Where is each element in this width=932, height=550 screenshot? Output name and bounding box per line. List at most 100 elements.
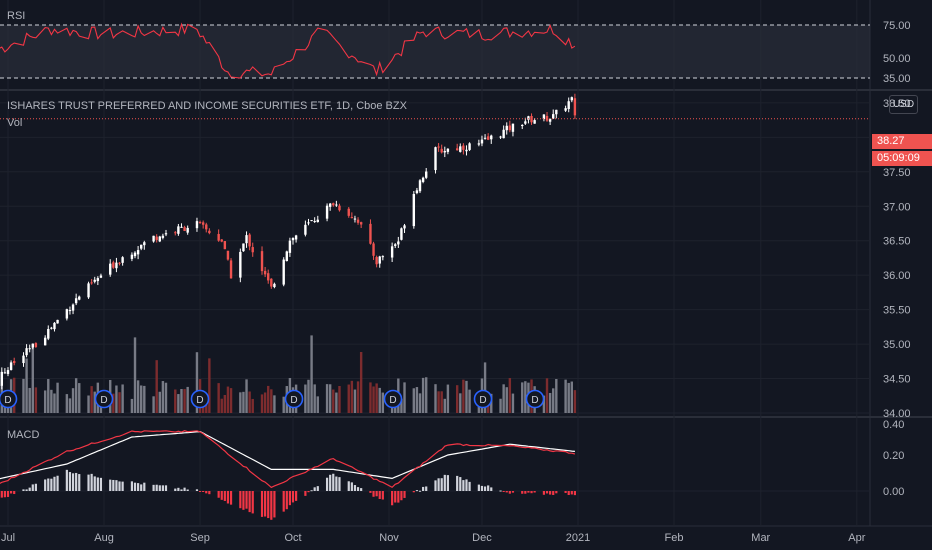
- candle-body: [443, 151, 446, 153]
- candle-body: [118, 262, 121, 264]
- macd-histogram-bar: [418, 490, 422, 492]
- candle-body: [288, 240, 292, 253]
- volume-bar: [468, 389, 471, 413]
- candle-body: [294, 235, 298, 240]
- rsi-label: RSI: [7, 10, 26, 22]
- volume-bar: [31, 347, 34, 413]
- macd-histogram-bar: [9, 491, 13, 494]
- volume-bar: [90, 386, 93, 413]
- volume-bar: [28, 387, 31, 413]
- candle-body: [508, 125, 512, 131]
- volume-bar: [570, 381, 574, 413]
- dividend-marker: [473, 389, 493, 409]
- macd-histogram-bar: [118, 481, 121, 491]
- dividend-marker: [525, 389, 545, 409]
- volume-bar: [158, 391, 161, 413]
- macd-histogram-bar: [202, 491, 205, 492]
- rsi-tick-label: 35.00: [883, 73, 911, 85]
- candle-body: [524, 121, 527, 124]
- macd-histogram-bar: [239, 491, 242, 509]
- candle-body: [325, 205, 329, 219]
- macd-histogram-bar: [28, 487, 31, 491]
- time-tick-label: Jul: [1, 532, 15, 544]
- price-tick-label: 36.00: [883, 270, 911, 282]
- candle-body: [446, 148, 450, 152]
- macd-histogram-bar: [93, 476, 96, 491]
- macd-histogram-bar: [412, 491, 415, 493]
- dividend-marker-label: D: [4, 395, 11, 406]
- macd-histogram-bar: [313, 487, 316, 491]
- macd-histogram-bar: [164, 485, 168, 491]
- candle-body: [462, 145, 465, 150]
- candle-body: [273, 283, 276, 288]
- candle-body: [161, 235, 165, 238]
- candle-body: [195, 221, 199, 229]
- candle-body: [347, 208, 350, 216]
- macd-histogram-bar: [542, 491, 546, 495]
- time-tick-label: Mar: [751, 532, 770, 544]
- candle-body: [394, 244, 397, 246]
- countdown-badge: 05:09:09: [872, 151, 932, 166]
- candle-body: [43, 337, 47, 346]
- macd-histogram-bar: [87, 474, 90, 491]
- candle-body: [205, 224, 208, 230]
- macd-pane: [0, 430, 870, 520]
- macd-histogram-bar: [325, 477, 329, 491]
- macd-histogram-bar: [183, 487, 186, 491]
- volume-bar: [115, 385, 118, 413]
- candle-body: [400, 228, 403, 240]
- macd-histogram-bar: [530, 491, 533, 494]
- volume-bar: [505, 387, 508, 413]
- volume-bar: [511, 393, 515, 413]
- currency-button[interactable]: USD: [889, 95, 918, 114]
- signal-line: [0, 430, 576, 489]
- volume-bar: [136, 380, 140, 413]
- macd-histogram-bar: [499, 490, 502, 492]
- volume-bar: [87, 395, 90, 413]
- volume-bar: [567, 382, 570, 413]
- macd-histogram-bar: [304, 491, 307, 496]
- candle-body: [78, 296, 81, 300]
- candle-body: [136, 250, 140, 255]
- candle-body: [34, 343, 38, 347]
- volume-bar: [434, 384, 437, 413]
- dividend-marker-label: D: [100, 395, 107, 406]
- macd-histogram-bar: [161, 485, 164, 491]
- candle-body: [112, 262, 115, 268]
- volume-bar: [152, 396, 155, 413]
- macd-tick-label: 0.00: [883, 486, 904, 498]
- price-axes: 75.0050.0035.0038.5038.0037.5037.0036.50…: [1, 20, 911, 544]
- volume-bar: [22, 378, 25, 413]
- dividend-marker-label: D: [479, 395, 486, 406]
- volume-bar: [43, 390, 47, 413]
- symbol-title[interactable]: ISHARES TRUST PREFERRED AND INCOME SECUR…: [7, 100, 407, 112]
- macd-histogram-bar: [22, 489, 25, 491]
- price-tick-label: 37.50: [883, 167, 911, 179]
- volume-bar: [521, 382, 524, 413]
- macd-histogram-bar: [505, 491, 508, 493]
- macd-histogram-bar: [71, 473, 75, 491]
- volume-bar: [338, 385, 341, 413]
- candle-body: [359, 222, 363, 225]
- candle-body: [186, 227, 189, 233]
- volume-bar: [325, 384, 329, 413]
- macd-histogram-bar: [56, 475, 59, 491]
- macd-histogram-bar: [465, 479, 468, 491]
- candle-body: [143, 242, 146, 246]
- macd-histogram-bar: [198, 491, 202, 492]
- candle-body: [109, 263, 112, 275]
- volume-bar: [446, 384, 450, 413]
- macd-histogram-bar: [437, 478, 440, 491]
- volume-bar: [177, 394, 180, 413]
- macd-histogram-bar: [397, 491, 400, 503]
- macd-histogram-bar: [422, 486, 425, 491]
- price-tick-label: 34.00: [883, 408, 911, 420]
- volume-bar: [332, 389, 335, 413]
- volume-bar: [47, 379, 50, 413]
- macd-histogram-bar: [477, 484, 480, 491]
- candle-body: [217, 233, 220, 241]
- macd-histogram-bar: [338, 477, 341, 491]
- macd-histogram-bar: [195, 489, 199, 491]
- candle-body: [505, 125, 508, 131]
